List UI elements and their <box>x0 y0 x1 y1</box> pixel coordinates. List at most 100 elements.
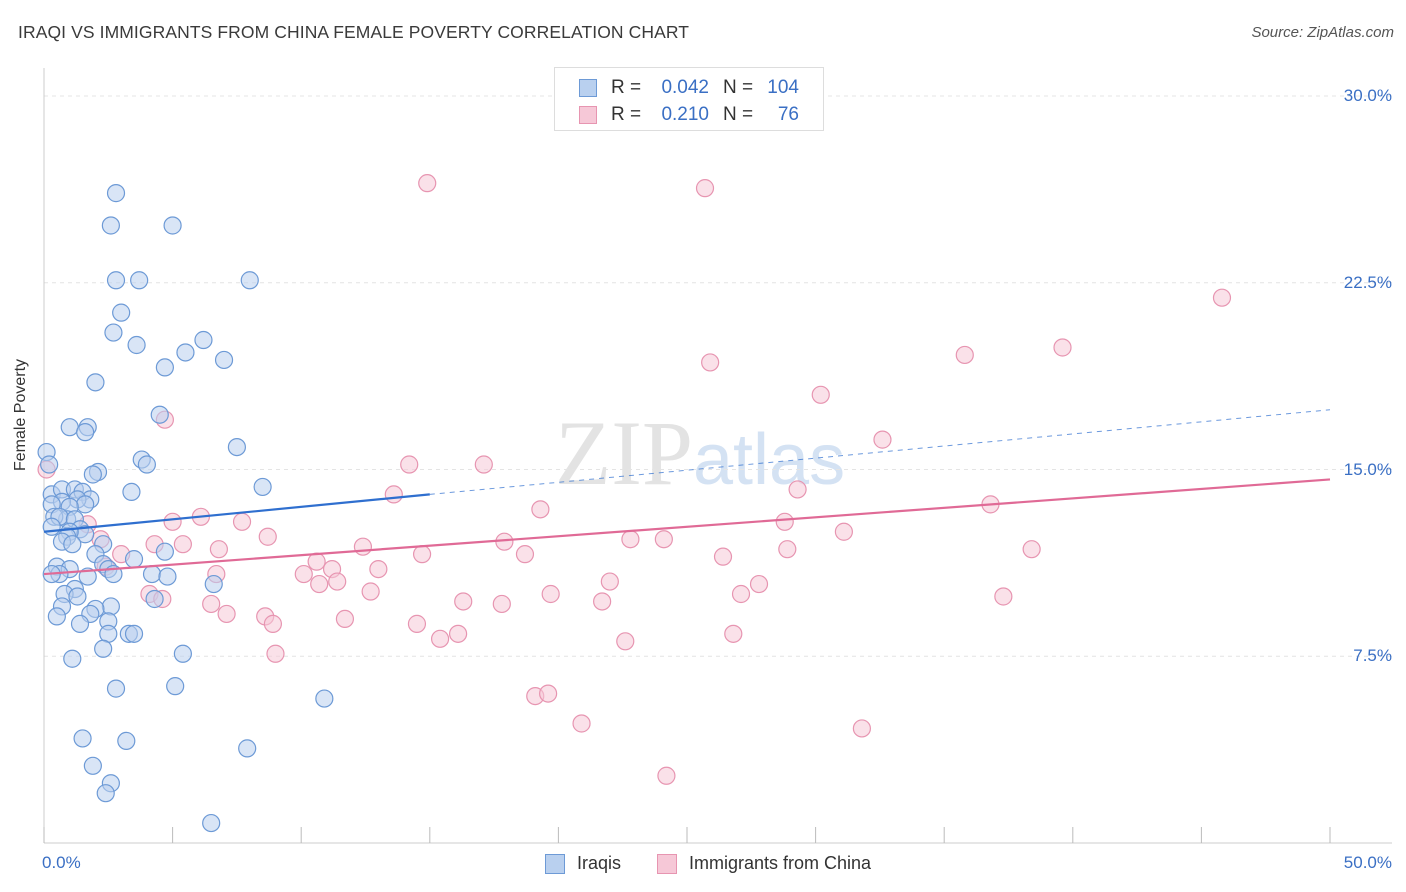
china-point <box>852 719 871 738</box>
china-point <box>616 632 635 651</box>
china-point <box>418 174 437 193</box>
iraqis-point <box>63 535 82 554</box>
china-point <box>541 584 560 604</box>
iraqis-point <box>214 350 234 370</box>
iraqis-point <box>124 624 144 643</box>
iraqis-trend-extension <box>429 409 1331 495</box>
iraqis-point <box>78 567 97 586</box>
legend-row-iraqis: R = 0.042 N = 104 <box>555 74 823 102</box>
china-point <box>873 430 892 449</box>
n-value: 76 <box>777 104 799 125</box>
iraqis-point <box>137 455 156 474</box>
n-label: N = <box>723 77 754 98</box>
iraqis-point <box>101 597 120 616</box>
r-label: R = <box>611 77 642 98</box>
iraqis-point <box>104 323 123 342</box>
china-point <box>328 572 347 591</box>
iraqis-point <box>142 564 162 584</box>
china-point <box>1212 288 1232 307</box>
china-point <box>232 512 252 531</box>
legend-row-china: R = 0.210 N = 76 <box>555 101 823 129</box>
china-point <box>454 592 473 611</box>
iraqis-point <box>76 495 95 514</box>
iraqis-point <box>163 216 182 235</box>
iraqis-point <box>240 271 259 290</box>
china-point <box>788 480 807 499</box>
china-point <box>430 629 450 648</box>
iraqis-point <box>124 550 144 569</box>
iraqis-point <box>315 689 334 708</box>
watermark-atlas: atlas <box>693 420 846 500</box>
china-point <box>654 530 673 549</box>
china-point <box>209 540 228 559</box>
iraqis-point <box>73 729 92 748</box>
china-point <box>448 624 468 643</box>
iraqis-point <box>158 567 177 586</box>
china-swatch <box>579 106 597 124</box>
china-point <box>515 545 535 564</box>
china-point <box>600 572 619 591</box>
china-point <box>307 552 326 571</box>
iraqis-point <box>47 607 66 626</box>
china-point <box>657 766 676 785</box>
china-point <box>353 537 373 556</box>
iraqis-point <box>253 477 272 497</box>
china-swatch <box>657 854 677 874</box>
china-point <box>621 530 640 549</box>
iraqis-point <box>145 589 164 609</box>
china-trend-line <box>43 478 1331 576</box>
china-point <box>994 587 1013 606</box>
iraqis-point <box>150 405 169 424</box>
china-point <box>202 594 221 614</box>
iraqis-point <box>68 587 87 606</box>
china-point <box>572 714 591 733</box>
y-tick-label: 30.0% <box>1343 86 1392 105</box>
china-point <box>531 500 550 519</box>
china-point <box>294 564 313 584</box>
china-point <box>335 609 355 629</box>
iraqis-point <box>122 482 141 502</box>
china-point <box>492 594 511 614</box>
y-tick-label: 22.5% <box>1343 272 1392 292</box>
china-point <box>384 485 403 504</box>
china-point <box>834 522 853 541</box>
iraqis-swatch <box>579 79 597 97</box>
series-legend: Iraqis Immigrants from China <box>0 852 1406 878</box>
iraqis-point <box>238 739 257 758</box>
iraqis-point <box>117 731 136 751</box>
china-point <box>173 535 192 554</box>
china-point <box>163 512 182 531</box>
iraqis-swatch <box>545 854 565 874</box>
watermark-zip: ZIP <box>555 402 693 504</box>
china-point <box>955 345 974 365</box>
r-label: R = <box>611 104 642 125</box>
iraqis-point <box>96 784 115 803</box>
china-point <box>310 574 329 594</box>
iraqis-point <box>83 756 102 775</box>
china-point <box>1022 540 1041 559</box>
y-tick-label: 7.5% <box>1353 646 1392 666</box>
china-point <box>361 582 380 601</box>
china-point <box>1053 338 1072 357</box>
legend-label: Immigrants from China <box>689 853 872 873</box>
china-point <box>263 614 283 633</box>
iraqis-point <box>227 437 246 457</box>
china-point <box>369 559 388 579</box>
iraqis-trend-line <box>43 493 430 533</box>
iraqis-point <box>60 418 79 437</box>
iraqis-point <box>194 330 213 350</box>
iraqis-point <box>94 639 113 658</box>
china-point <box>775 512 794 531</box>
china-point <box>400 455 419 474</box>
watermark: ZIPatlas <box>555 400 845 506</box>
r-value: 0.210 <box>661 104 709 125</box>
china-point <box>811 385 830 404</box>
iraqis-point <box>130 271 149 290</box>
legend-label: Iraqis <box>577 853 622 873</box>
china-point <box>731 584 751 604</box>
china-point <box>724 624 743 643</box>
y-tick-label: 15.0% <box>1343 459 1392 479</box>
iraqis-point <box>176 343 195 362</box>
iraqis-point <box>202 813 221 833</box>
